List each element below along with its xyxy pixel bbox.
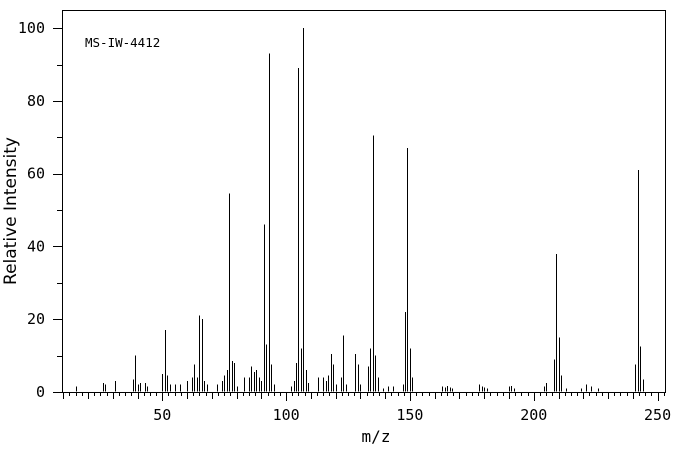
y-tick-label: 100 xyxy=(18,19,45,37)
plot-border xyxy=(62,10,666,393)
y-tick-label: 0 xyxy=(36,383,45,401)
y-tick-label: 40 xyxy=(27,237,45,255)
spectrum-id-annotation: MS-IW-4412 xyxy=(85,35,160,50)
x-axis-label: m/z xyxy=(362,427,391,446)
y-tick-label: 80 xyxy=(27,92,45,110)
x-tick-label: 150 xyxy=(396,406,423,424)
x-tick-label: 100 xyxy=(273,406,300,424)
axis-ticks xyxy=(53,28,665,401)
x-tick-label: 50 xyxy=(153,406,171,424)
plot-frame xyxy=(62,10,666,393)
x-tick-label: 200 xyxy=(520,406,547,424)
y-axis-label: Relative Intensity xyxy=(1,137,21,285)
axis-tick-labels: 0 20 40 60 80 100 50 100 150 200 250 xyxy=(18,19,671,424)
y-tick-label: 60 xyxy=(27,165,45,183)
spectrum-peaks xyxy=(76,28,644,392)
x-tick-label: 250 xyxy=(644,406,671,424)
y-tick-label: 20 xyxy=(27,310,45,328)
